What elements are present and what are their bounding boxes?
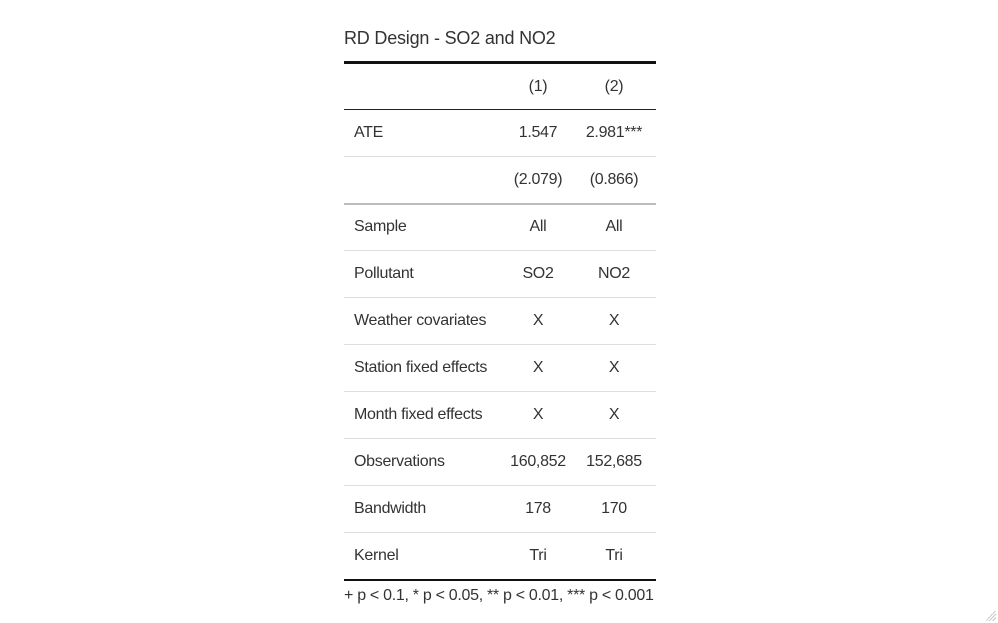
cell-model-1: 1.547	[518, 124, 558, 141]
cell-model-2: X	[608, 406, 620, 423]
header-cell-model-2: (2)	[604, 77, 624, 95]
cell-model-1: X	[532, 359, 544, 376]
header-cell-label	[344, 63, 504, 110]
cell-model-1: Tri	[529, 546, 547, 564]
cell-model-1: 178	[525, 500, 551, 517]
row-label: ATE	[354, 124, 384, 141]
cell-model-2: All	[605, 218, 623, 236]
cell-model-2: (0.866)	[589, 170, 639, 188]
header-row: (1) (2)	[344, 62, 656, 110]
row-label: Bandwidth	[354, 500, 427, 517]
cell-model-1: X	[532, 312, 544, 329]
table-body: ATE 1.547 2.981*** (2.079) (0.866) Sampl…	[344, 110, 656, 580]
table-row-sample: Sample All All	[344, 204, 656, 251]
row-label: Observations	[354, 453, 445, 470]
row-label: Month fixed effects	[354, 406, 483, 423]
resize-grip-icon[interactable]	[986, 611, 996, 621]
cell-model-2: X	[608, 312, 620, 329]
cell-model-1: All	[529, 218, 547, 236]
cell-model-1: SO2	[522, 265, 554, 282]
table-row-bandwidth: Bandwidth 178 170	[344, 486, 656, 533]
table-row-kernel: Kernel Tri Tri	[344, 533, 656, 580]
cell-model-2: NO2	[598, 265, 630, 282]
significance-note: + p < 0.1, * p < 0.05, ** p < 0.01, *** …	[344, 586, 654, 604]
table-row-pollutant: Pollutant SO2 NO2	[344, 251, 656, 298]
cell-model-2: 152,685	[586, 453, 642, 470]
table-caption: RD Design - SO2 and NO2	[344, 28, 556, 48]
row-label	[344, 157, 504, 204]
cell-model-2: X	[608, 359, 620, 376]
table-row-weather-covariates: Weather covariates X X	[344, 298, 656, 345]
table-row-station-fixed-effects: Station fixed effects X X	[344, 345, 656, 392]
cell-model-1: (2.079)	[513, 170, 563, 188]
row-label: Pollutant	[354, 265, 414, 282]
regression-table: (1) (2) ATE 1.547 2.981*** (2.079) (0.86…	[344, 61, 656, 581]
row-label: Station fixed effects	[354, 359, 488, 376]
cell-model-2: 170	[601, 500, 627, 517]
header-cell-model-1: (1)	[528, 77, 548, 95]
cell-model-2: 2.981***	[585, 124, 643, 141]
regression-table-container: RD Design - SO2 and NO2 (1) (2) ATE 1.54…	[344, 24, 656, 611]
row-label: Weather covariates	[354, 312, 487, 329]
table-header: (1) (2)	[344, 62, 656, 110]
table-row-ate: ATE 1.547 2.981***	[344, 110, 656, 157]
table-row-month-fixed-effects: Month fixed effects X X	[344, 392, 656, 439]
cell-model-2: Tri	[605, 546, 623, 564]
cell-model-1: 160,852	[510, 453, 566, 470]
row-label: Sample	[354, 218, 407, 236]
cell-model-1: X	[532, 406, 544, 423]
table-row-standard-error: (2.079) (0.866)	[344, 157, 656, 204]
row-label: Kernel	[354, 546, 399, 564]
table-row-observations: Observations 160,852 152,685	[344, 439, 656, 486]
